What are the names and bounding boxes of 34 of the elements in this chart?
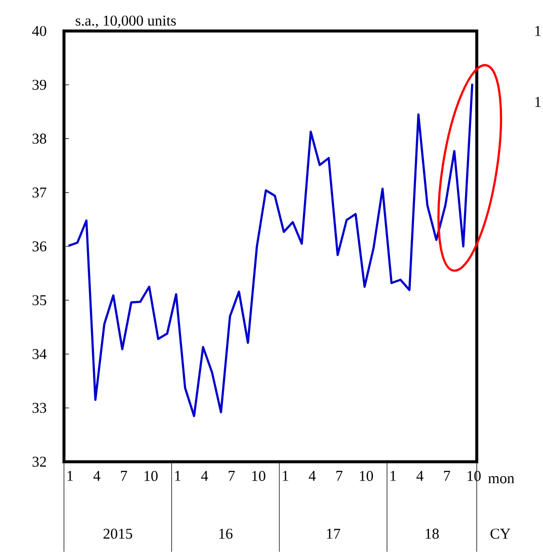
x-tick-label: 4 — [94, 470, 101, 481]
y-tick-label: 36 — [32, 241, 46, 252]
x-tick-label: 10 — [144, 470, 158, 481]
x-tick-label: 4 — [308, 470, 316, 481]
text: 1 — [536, 97, 541, 107]
text: 2015 — [104, 528, 132, 539]
y-axis-title: s.a., 10,000 units — [76, 16, 176, 28]
text: 16 — [219, 528, 233, 539]
y-tick-label: 37 — [32, 188, 46, 198]
x-tick-label: 4 — [201, 470, 208, 481]
line-series — [68, 82, 474, 418]
y-tick-label: 34 — [32, 349, 47, 360]
x-tick-label: 10 — [360, 470, 374, 481]
x-tick-label: 7 — [336, 470, 343, 481]
x-tick-label: 7 — [121, 470, 128, 481]
y-tick-label: 35 — [32, 295, 46, 306]
y-tick-label: 33 — [32, 402, 46, 413]
text: 18 — [426, 528, 439, 539]
x-tick-label: 1 — [283, 470, 288, 481]
x-tick-label: 4 — [416, 470, 424, 481]
text: 17 — [327, 528, 340, 539]
y-tick-label: 40 — [32, 26, 46, 36]
x-tick-label: 7 — [444, 470, 450, 481]
text: CY — [490, 528, 510, 539]
x-tick-label: 7 — [228, 470, 235, 481]
x-tick-label: 1 — [390, 470, 396, 481]
y-tick-label: 38 — [32, 134, 46, 144]
x-tick-label: 10 — [252, 470, 266, 481]
x-tick-label: 1 — [175, 470, 181, 481]
y-tick-label: 39 — [32, 80, 46, 90]
text: mon — [488, 476, 514, 484]
y-tick-label: 32 — [32, 456, 46, 467]
text: 1 — [536, 26, 541, 36]
x-tick-label: 1 — [68, 470, 73, 481]
